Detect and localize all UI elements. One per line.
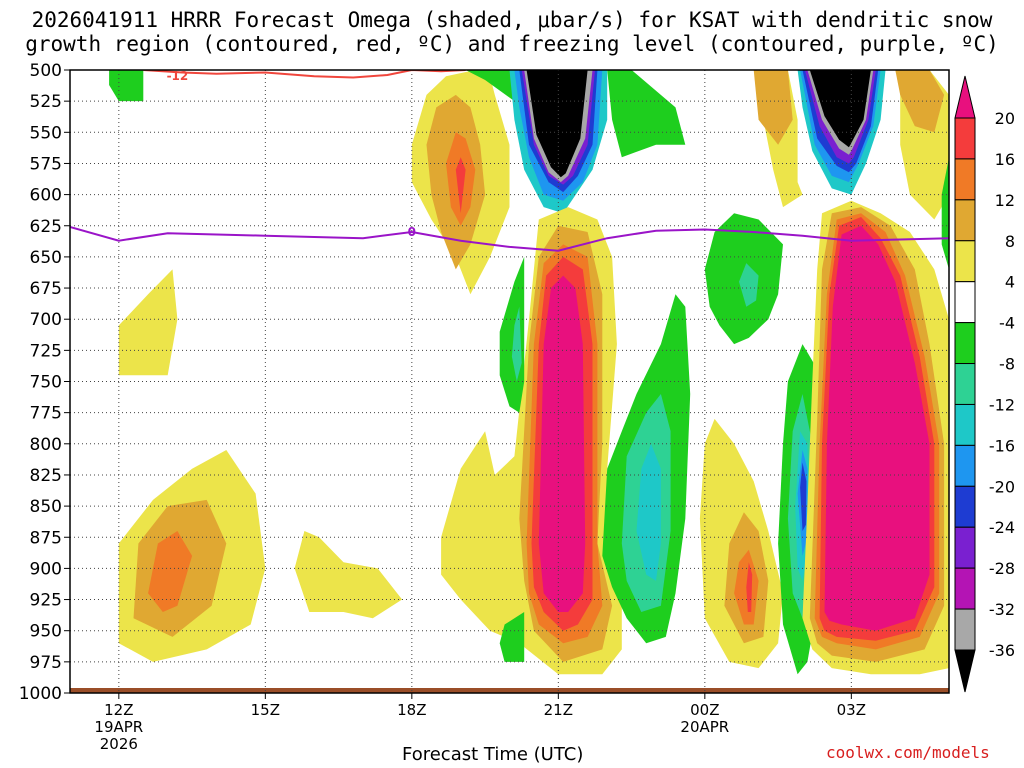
y-tick-label-775: 775 bbox=[30, 404, 62, 424]
omega-gold-0330z-top bbox=[895, 70, 945, 133]
y-tick-label-600: 600 bbox=[30, 186, 62, 206]
colorbar-band-6 bbox=[954, 322, 976, 365]
colorbar-band-2 bbox=[954, 158, 976, 201]
grid-lines bbox=[70, 70, 949, 693]
colorbar-label-10: -24 bbox=[989, 518, 1015, 537]
colorbar-cap-bottom bbox=[954, 649, 976, 693]
freezing-level-label: 0 bbox=[408, 225, 416, 239]
y-tick-label-575: 575 bbox=[30, 154, 62, 174]
colorbar-band-7 bbox=[954, 363, 976, 405]
colorbar-label-11: -28 bbox=[989, 559, 1015, 578]
colorbar-band-9 bbox=[954, 444, 976, 487]
y-tick-label-650: 650 bbox=[30, 248, 62, 268]
omega-yellow-16z-low bbox=[294, 531, 403, 619]
x-tick-label-00Z: 00Z bbox=[690, 701, 719, 719]
omega-navy-0200z bbox=[800, 462, 807, 531]
y-tick-label-925: 925 bbox=[30, 591, 62, 611]
y-tick-label-525: 525 bbox=[30, 92, 62, 112]
axes: 500 525 550 575 600 625 650 675 700 725 750 775 800 8… bbox=[19, 61, 950, 753]
colorbar-band-11 bbox=[954, 526, 976, 569]
y-tick-label-500: 500 bbox=[30, 61, 62, 81]
x-axis-label: Forecast Time (UTC) bbox=[402, 744, 584, 765]
omega-green-22z-top bbox=[607, 70, 686, 158]
x-tick-date-00Z: 20APR bbox=[680, 718, 729, 736]
x-tick-label-12Z: 12Z bbox=[104, 701, 133, 719]
y-tick-label-1000: 1000 bbox=[19, 684, 62, 704]
colorbar-band-12 bbox=[954, 567, 976, 610]
colorbar-label-5: -4 bbox=[999, 314, 1015, 333]
colorbar-band-10 bbox=[954, 485, 976, 528]
dendritic-label: -12 bbox=[167, 69, 189, 83]
y-tick-label-850: 850 bbox=[30, 497, 62, 517]
y-tick-label-800: 800 bbox=[30, 435, 62, 455]
y-tick-label-750: 750 bbox=[30, 373, 62, 393]
colorbar-label-6: -8 bbox=[999, 355, 1015, 374]
colorbar-label-9: -20 bbox=[989, 477, 1015, 496]
x-tick-label-21Z: 21Z bbox=[544, 701, 573, 719]
omega-shading bbox=[109, 70, 949, 675]
colorbar-label-3: 8 bbox=[1005, 232, 1015, 251]
omega-gold-0130z-top bbox=[753, 70, 793, 145]
x-tick-label-15Z: 15Z bbox=[251, 701, 280, 719]
y-tick-label-875: 875 bbox=[30, 528, 62, 548]
omega-black-03z-top bbox=[809, 70, 871, 148]
colorbar-band-5 bbox=[954, 281, 976, 324]
y-tick-label-825: 825 bbox=[30, 466, 62, 486]
omega-yellow-12z-mid bbox=[118, 269, 178, 376]
colorbar-label-8: -16 bbox=[989, 436, 1015, 455]
omega-green-20z-top bbox=[465, 70, 520, 102]
y-tick-label-725: 725 bbox=[30, 341, 62, 361]
omega-black-21z-top bbox=[526, 70, 588, 178]
freezing-level-line bbox=[70, 226, 949, 252]
colorbar-label-12: -32 bbox=[989, 600, 1015, 619]
colorbar-band-8 bbox=[954, 403, 976, 446]
colorbar: 20 16 12 8 4 -4 -8 -12 -16 -20 -24 -28 -32 -36 bbox=[954, 75, 1015, 693]
colorbar-label-2: 12 bbox=[995, 191, 1015, 210]
x-tick-date-12Z: 19APR bbox=[94, 718, 143, 736]
x-tick-year-12Z: 2026 bbox=[100, 735, 138, 753]
colorbar-label-4: 4 bbox=[1005, 273, 1015, 292]
y-tick-label-550: 550 bbox=[30, 123, 62, 143]
omega-teal-0100z-mid bbox=[739, 263, 759, 307]
contour-labels: 0 -12 bbox=[167, 69, 416, 239]
chart-title-line-1: 2026041911 HRRR Forecast Omega (shaded, … bbox=[31, 8, 993, 32]
site-credit[interactable]: coolwx.com/models bbox=[826, 743, 990, 762]
colorbar-cap-top bbox=[954, 75, 976, 119]
x-tick-label-18Z: 18Z bbox=[397, 701, 426, 719]
y-tick-label-975: 975 bbox=[30, 653, 62, 673]
colorbar-band-1 bbox=[954, 117, 976, 160]
omega-green-0400z-right bbox=[941, 157, 949, 270]
y-tick-label-700: 700 bbox=[30, 310, 62, 330]
colorbar-label-13: -36 bbox=[989, 641, 1015, 660]
colorbar-band-13 bbox=[954, 608, 976, 651]
y-tick-label-950: 950 bbox=[30, 622, 62, 642]
y-tick-label-675: 675 bbox=[30, 279, 62, 299]
colorbar-label-7: -12 bbox=[989, 395, 1015, 414]
colorbar-label-1: 16 bbox=[995, 150, 1015, 169]
chart-title-line-2: growth region (contoured, red, ºC) and f… bbox=[25, 32, 999, 56]
y-tick-label-625: 625 bbox=[30, 217, 62, 237]
omega-green-20z-low bbox=[499, 612, 525, 662]
colorbar-band-4 bbox=[954, 240, 976, 283]
omega-red-19z-upper bbox=[455, 157, 466, 214]
omega-cyan-20z-mid bbox=[511, 306, 522, 382]
y-tick-label-900: 900 bbox=[30, 559, 62, 579]
x-tick-label-03Z: 03Z bbox=[837, 701, 866, 719]
omega-cyan-2230z bbox=[636, 443, 661, 581]
colorbar-band-3 bbox=[954, 199, 976, 242]
omega-green-11z-top bbox=[109, 70, 144, 102]
terrain-strip bbox=[70, 688, 949, 693]
omega-orange-13z-low bbox=[148, 531, 193, 612]
colorbar-label-0: 20 bbox=[995, 109, 1015, 128]
omega-magenta-03z-col bbox=[824, 225, 930, 631]
